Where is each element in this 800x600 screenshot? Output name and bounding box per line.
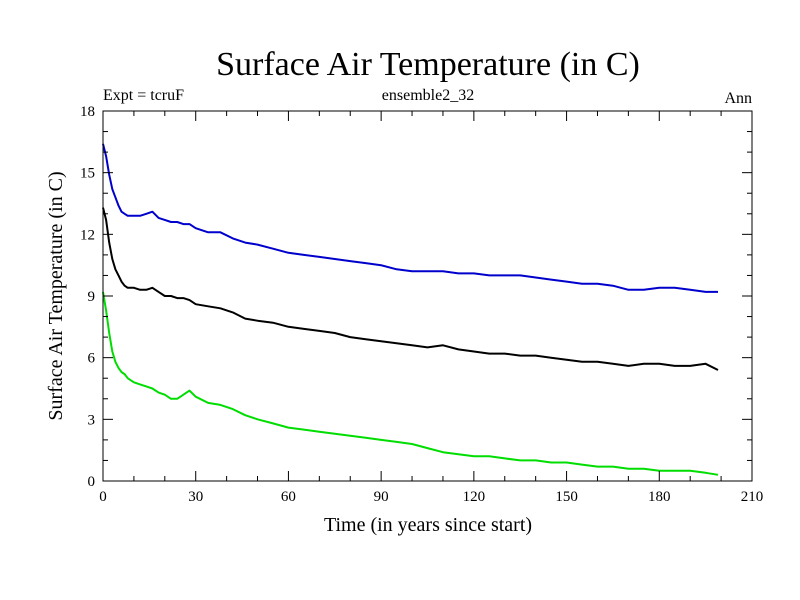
series-layer xyxy=(102,143,719,476)
y-axis-label: Surface Air Temperature (in C) xyxy=(45,171,67,420)
y-tick-label: 9 xyxy=(88,289,96,305)
y-tick-label: 12 xyxy=(80,227,95,243)
x-tick-label: 60 xyxy=(281,489,296,505)
y-tick-label: 15 xyxy=(80,166,95,182)
x-axis-label: Time (in years since start) xyxy=(324,514,532,536)
x-tick-label: 150 xyxy=(555,489,578,505)
x-tick-label: 180 xyxy=(648,489,671,505)
x-tick-label: 210 xyxy=(741,489,764,505)
series-line-3 xyxy=(102,291,719,476)
subtitle-left: Expt = tcruF xyxy=(103,87,184,104)
tick-layer: 0 30 60 90 120 150 180 210 0 3 6 9 12 15 18 xyxy=(80,104,763,505)
x-tick-label: 90 xyxy=(374,489,389,505)
series-line-1 xyxy=(102,143,718,293)
y-tick-label: 18 xyxy=(80,104,95,120)
chart-title: Surface Air Temperature (in C) xyxy=(216,46,640,83)
x-tick-label: 0 xyxy=(99,489,107,505)
x-tick-label: 120 xyxy=(463,489,486,505)
x-tick-label: 30 xyxy=(188,489,203,505)
series-line-2 xyxy=(102,207,719,371)
y-tick-label: 0 xyxy=(88,474,96,490)
y-tick-label: 6 xyxy=(88,351,96,367)
y-tick-label: 3 xyxy=(88,412,96,428)
subtitle-right: Ann xyxy=(724,90,752,107)
plot-frame xyxy=(102,110,753,482)
subtitle-center: ensemble2_32 xyxy=(382,87,474,104)
